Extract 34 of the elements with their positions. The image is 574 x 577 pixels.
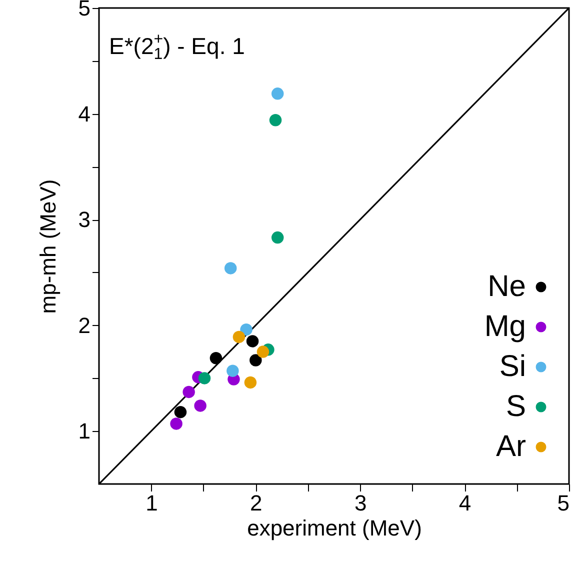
y-tick-label: 5 [78,0,90,20]
x-axis-title: experiment (MeV) [247,516,422,540]
point [174,406,187,418]
x-tick-label: 1 [146,490,158,516]
y-tick-label: 1 [78,418,90,444]
y-tick-label: 2 [78,312,90,338]
point [226,364,239,377]
point [194,400,206,412]
x-tick-label: 5 [557,490,570,516]
point [210,352,222,364]
point [244,376,257,389]
point [250,354,262,366]
legend-label: Ar [496,430,526,463]
point [240,323,252,336]
x-tick-label: 3 [354,490,367,516]
legend-label: Si [499,350,526,383]
legend-label: S [506,390,526,423]
y-axis-title: mp-mh (MeV) [35,179,60,314]
y-tick-label: 4 [78,101,90,126]
point [198,372,211,384]
point [246,335,259,348]
point [269,114,282,126]
point [271,231,284,244]
point [232,330,246,344]
point [256,346,270,358]
legend-label: Ne [488,270,526,303]
legend-label: Mg [484,310,526,343]
y-tick-label: 3 [78,207,90,232]
x-tick-label: 2 [250,490,262,516]
point [224,262,237,274]
point [271,88,284,100]
point [170,418,182,430]
x-tick-label: 4 [458,490,472,516]
point [182,386,195,398]
